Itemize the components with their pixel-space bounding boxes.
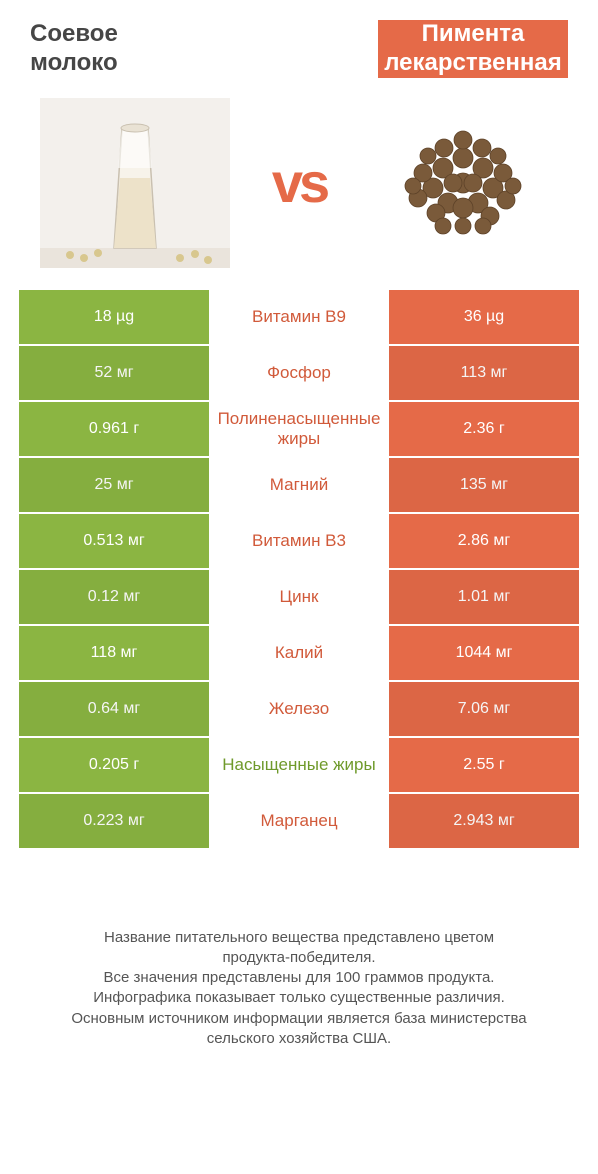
left-value: 118 мг — [19, 626, 209, 680]
nutrient-label: Калий — [209, 626, 389, 680]
header: Соевое молоко Пимента лекарственная — [0, 0, 598, 88]
right-value: 2.86 мг — [389, 514, 579, 568]
left-value: 18 µg — [19, 290, 209, 344]
right-product-title: Пимента лекарственная — [378, 20, 568, 78]
soy-milk-image — [40, 98, 230, 268]
vs-label: vs — [272, 150, 326, 215]
left-value: 0.12 мг — [19, 570, 209, 624]
allspice-image — [368, 98, 558, 268]
left-value: 0.64 мг — [19, 682, 209, 736]
table-row: 52 мгФосфор113 мг — [19, 344, 579, 400]
right-value: 7.06 мг — [389, 682, 579, 736]
right-value: 2.943 мг — [389, 794, 579, 848]
nutrient-label: Цинк — [209, 570, 389, 624]
nutrient-label: Фосфор — [209, 346, 389, 400]
nutrient-label: Железо — [209, 682, 389, 736]
left-product-title: Соевое молоко — [30, 20, 118, 78]
table-row: 0.12 мгЦинк1.01 мг — [19, 568, 579, 624]
table-row: 25 мгМагний135 мг — [19, 456, 579, 512]
left-value: 0.961 г — [19, 402, 209, 456]
left-value: 25 мг — [19, 458, 209, 512]
right-value: 1.01 мг — [389, 570, 579, 624]
nutrients-table: 18 µgВитамин B936 µg52 мгФосфор113 мг0.9… — [19, 288, 579, 848]
right-value: 2.55 г — [389, 738, 579, 792]
nutrient-label: Витамин B3 — [209, 514, 389, 568]
table-row: 0.205 гНасыщенные жиры2.55 г — [19, 736, 579, 792]
nutrient-label: Магний — [209, 458, 389, 512]
right-value: 135 мг — [389, 458, 579, 512]
footnote: Название питательного вещества представл… — [19, 928, 579, 1050]
left-value: 0.205 г — [19, 738, 209, 792]
table-row: 18 µgВитамин B936 µg — [19, 288, 579, 344]
right-value: 36 µg — [389, 290, 579, 344]
nutrient-label: Насыщенные жиры — [209, 738, 389, 792]
left-value: 0.513 мг — [19, 514, 209, 568]
right-value: 1044 мг — [389, 626, 579, 680]
right-value: 113 мг — [389, 346, 579, 400]
left-value: 0.223 мг — [19, 794, 209, 848]
table-row: 0.64 мгЖелезо7.06 мг — [19, 680, 579, 736]
nutrient-label: Марганец — [209, 794, 389, 848]
nutrient-label: Полиненасыщенные жиры — [209, 402, 389, 456]
nutrient-label: Витамин B9 — [209, 290, 389, 344]
comparison-infographic: Соевое молоко Пимента лекарственная vs — [0, 0, 598, 1049]
table-row: 0.513 мгВитамин B32.86 мг — [19, 512, 579, 568]
table-row: 0.961 гПолиненасыщенные жиры2.36 г — [19, 400, 579, 456]
table-row: 118 мгКалий1044 мг — [19, 624, 579, 680]
right-value: 2.36 г — [389, 402, 579, 456]
table-row: 0.223 мгМарганец2.943 мг — [19, 792, 579, 848]
left-value: 52 мг — [19, 346, 209, 400]
images-row: vs — [0, 88, 598, 288]
